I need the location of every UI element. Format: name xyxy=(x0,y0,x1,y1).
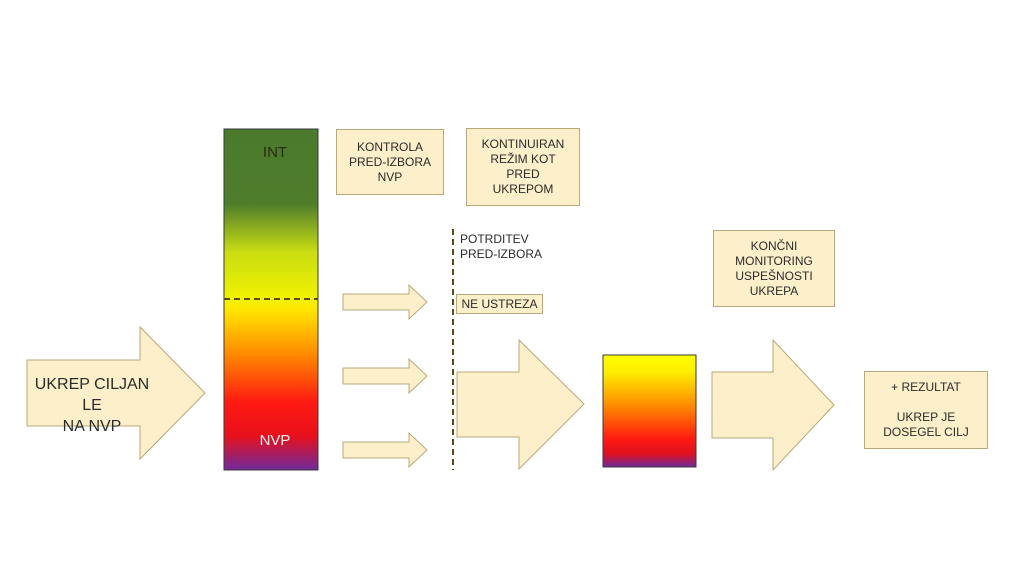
small-arrow-bottom xyxy=(342,431,428,469)
koncni-box: KONČNI MONITORING USPEŠNOSTI UKREPA xyxy=(713,230,835,307)
potrditev-label: POTRDITEV PRED-IZBORA xyxy=(460,232,543,261)
middle-arrow xyxy=(456,338,585,471)
small-arrow-top xyxy=(342,283,428,321)
scale-bottom-label: NVP xyxy=(259,432,291,449)
main-arrow-label: UKREP CILJAN LE NA NVP xyxy=(34,376,150,435)
result-scale-box xyxy=(602,354,697,468)
kontinuiran-box: KONTINUIRAN REŽIM KOT PRED UKREPOM xyxy=(466,128,580,206)
scale-top-label: INT xyxy=(262,144,288,161)
small-arrow-middle xyxy=(342,357,428,395)
kontrola-box: KONTROLA PRED-IZBORA NVP xyxy=(336,129,444,195)
main-arrow xyxy=(26,325,206,461)
ne-ustreza-box: NE USTREZA xyxy=(456,294,543,314)
right-arrow xyxy=(711,338,835,472)
rezultat-box: + REZULTAT UKREP JE DOSEGEL CILJ xyxy=(864,371,988,449)
